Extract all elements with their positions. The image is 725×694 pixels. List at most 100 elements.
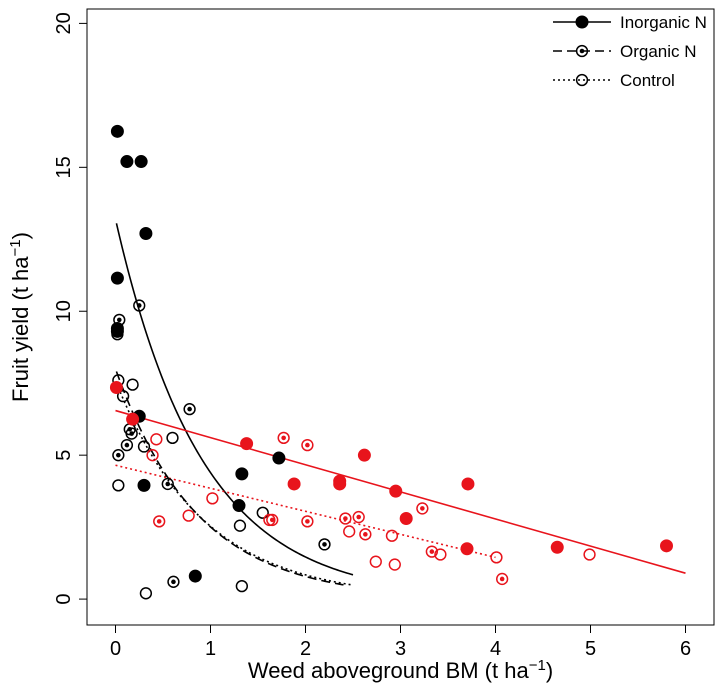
y-tick-label: 0	[53, 594, 75, 605]
point-red-control	[146, 449, 159, 462]
point-red-control	[182, 509, 195, 522]
marker-ring	[263, 513, 276, 527]
marker-ring	[133, 299, 146, 312]
point-red-inorganic-n	[287, 477, 301, 491]
marker-center-dot	[165, 481, 171, 487]
marker-ring	[339, 512, 352, 525]
x-tick-label: 2	[300, 638, 311, 660]
y-tick-label: 10	[53, 300, 75, 322]
marker-ring	[126, 378, 139, 391]
marker-ring	[343, 525, 356, 538]
point-red-organic-n	[153, 515, 166, 528]
marker-ring	[116, 390, 130, 403]
marker-ring	[301, 515, 314, 528]
axis-title-superscript: −1	[7, 239, 24, 256]
point-red-control	[263, 513, 276, 527]
marker-ring	[318, 538, 331, 551]
marker-center-dot	[305, 442, 310, 448]
marker-ring	[111, 328, 124, 341]
marker-ring	[425, 545, 439, 558]
y-tick-label: 15	[53, 156, 75, 178]
axis-title-end: )	[546, 658, 553, 683]
point-red-organic-n	[359, 528, 372, 541]
point-black-organic-n	[318, 538, 331, 551]
point-black-organic-n	[120, 438, 134, 452]
point-red-organic-n	[416, 502, 429, 515]
marker-center-dot	[269, 517, 275, 523]
point-red-organic-n	[496, 572, 509, 586]
marker-center-dot	[420, 506, 425, 511]
point-red-control	[388, 558, 401, 571]
y-axis: 0 5 10 15 20	[53, 12, 87, 605]
legend-marker	[575, 73, 589, 87]
marker-ring	[146, 449, 159, 462]
marker-ring	[416, 502, 429, 515]
point-black-control	[139, 587, 153, 600]
marker-center-dot	[281, 435, 286, 441]
plot-border	[86, 8, 715, 626]
point-red-inorganic-n	[460, 542, 474, 556]
point-red-control	[343, 525, 356, 538]
marker-ring	[166, 431, 179, 445]
marker-ring	[161, 477, 174, 491]
x-tick-label: 3	[395, 638, 406, 660]
point-black-inorganic-n	[110, 271, 124, 285]
point-black-control	[233, 519, 247, 532]
legend-label: Inorganic N	[620, 13, 707, 32]
y-tick-label: 5	[53, 450, 75, 461]
fit-curve-black-inorganic-n	[115, 223, 354, 576]
point-black-control	[111, 328, 124, 341]
point-red-control	[206, 492, 219, 505]
axis-title-superscript: −1	[529, 657, 546, 674]
point-red-organic-n	[339, 512, 352, 525]
y-tick-label: 20	[53, 12, 75, 34]
legend-label: Control	[620, 71, 675, 90]
marker-center-dot	[136, 303, 142, 308]
legend: Inorganic N Organic N Control	[553, 13, 707, 90]
point-black-organic-n	[183, 402, 196, 416]
marker-ring	[111, 322, 124, 335]
point-black-inorganic-n	[137, 478, 151, 492]
point-red-control	[490, 551, 503, 564]
marker-ring	[277, 431, 290, 445]
point-black-inorganic-n	[235, 467, 249, 481]
point-red-control	[434, 548, 447, 561]
point-black-inorganic-n	[272, 451, 286, 465]
point-black-organic-n	[167, 575, 180, 588]
point-red-inorganic-n	[389, 484, 403, 498]
point-black-control	[166, 431, 179, 445]
point-black-inorganic-n	[134, 155, 148, 169]
point-black-organic-n	[113, 313, 126, 327]
point-black-inorganic-n	[232, 499, 246, 513]
x-tick-label: 4	[490, 638, 501, 660]
point-red-inorganic-n	[357, 448, 371, 462]
marker-ring	[112, 449, 125, 462]
marker-center-dot	[356, 514, 362, 520]
point-black-organic-n	[112, 449, 125, 462]
axis-title-text: Fruit yield (t ha	[8, 256, 33, 402]
marker-ring	[182, 509, 195, 522]
point-black-inorganic-n	[110, 124, 124, 138]
marker-ring	[120, 438, 134, 452]
point-red-organic-n	[301, 515, 314, 528]
marker-center-dot	[117, 317, 122, 323]
point-red-inorganic-n	[399, 511, 413, 525]
marker-center-dot	[171, 579, 176, 585]
data-points	[109, 124, 673, 600]
marker-ring	[167, 575, 180, 588]
legend-marker	[575, 44, 589, 58]
point-red-organic-n	[277, 431, 290, 445]
marker-ring	[575, 73, 589, 87]
marker-ring	[153, 515, 166, 528]
point-black-inorganic-n	[188, 569, 202, 583]
marker-ring	[385, 529, 399, 542]
point-red-inorganic-n	[550, 540, 564, 554]
marker-ring	[139, 587, 153, 600]
marker-center-dot	[579, 48, 585, 54]
marker-ring	[388, 558, 401, 571]
point-black-organic-n	[125, 427, 138, 440]
marker-ring	[183, 402, 196, 416]
marker-center-dot	[187, 406, 192, 412]
point-red-control	[369, 555, 382, 568]
